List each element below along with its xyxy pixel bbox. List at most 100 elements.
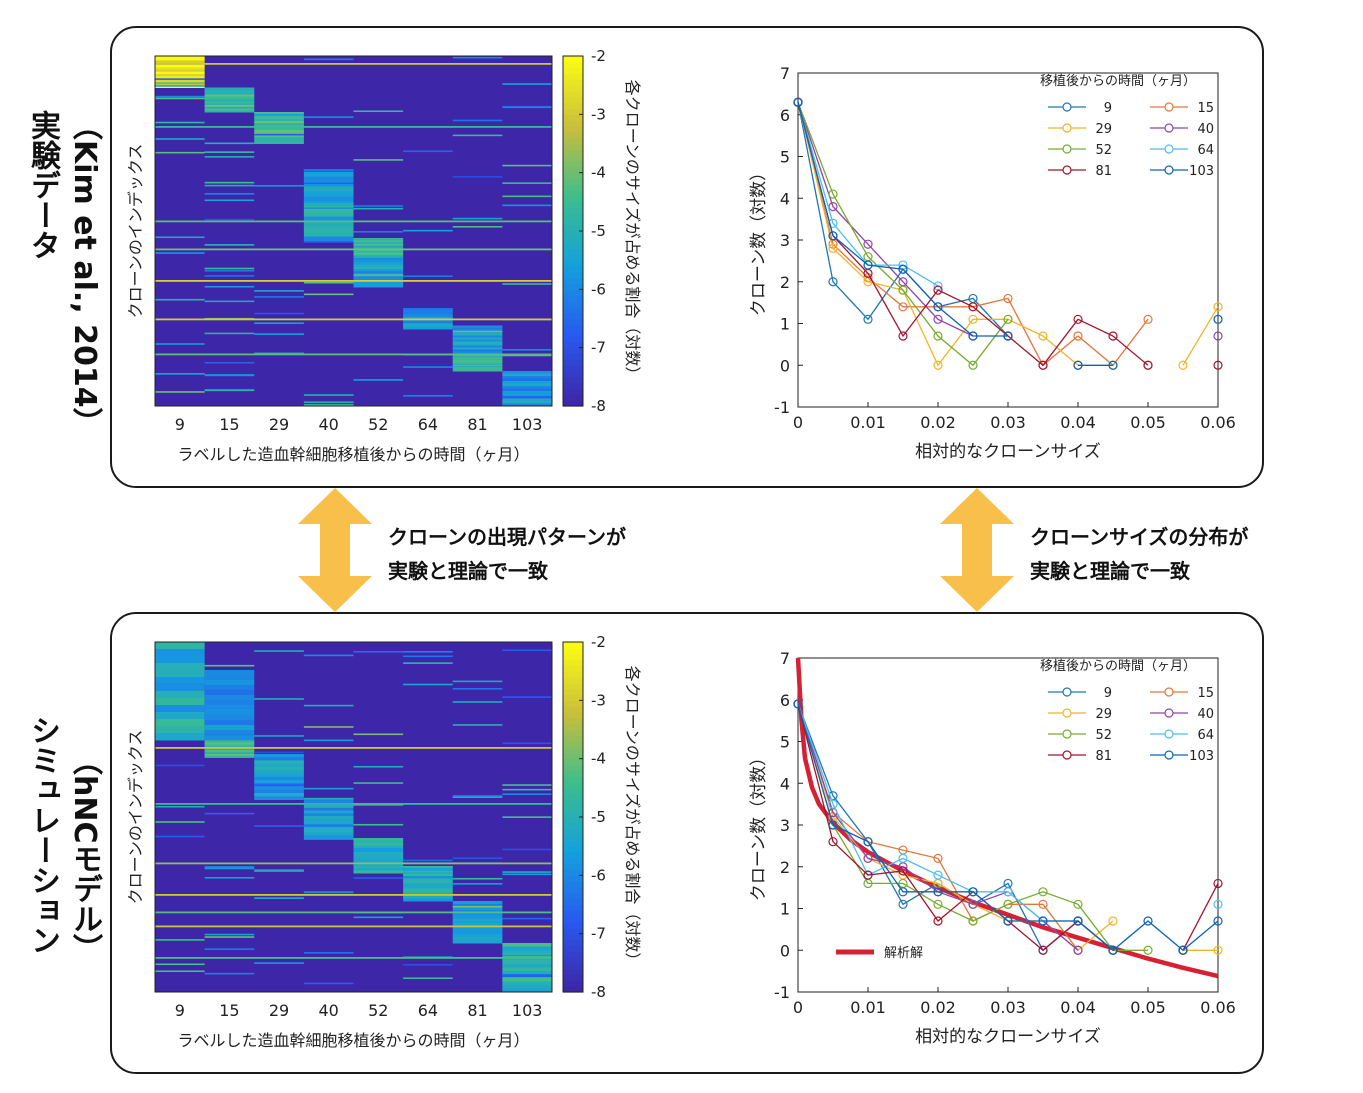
heatmap-cell [303,824,354,828]
heatmap-cell [403,312,453,315]
x-axis-label: 相対的なクローンサイズ [915,442,1101,462]
colorbar-segment [563,359,583,366]
colorbar-segment [563,869,583,876]
data-point [898,302,908,312]
heatmap-cell [204,710,255,716]
heatmap-cell [254,869,304,871]
bottom-panel-title: シミュレーション [20,715,64,1035]
heatmap-cell [403,896,453,899]
heatmap-cell [502,793,552,795]
colorbar-segment [563,752,583,760]
heatmap-cell [204,374,255,376]
heatmap-cell [502,283,552,285]
y-tick-label: 4 [780,774,790,793]
colorbar-segment [563,974,583,981]
x-tick-label: 0.02 [920,413,956,432]
heatmap-cell [204,156,255,158]
data-point [828,277,838,287]
heatmap-cell [403,309,453,312]
data-point [1003,887,1013,897]
analytic-legend-label: 解析解 [884,946,923,961]
heatmap-cell [403,317,453,319]
heatmap-cell [353,855,404,859]
heatmap-cell [353,260,404,263]
heatmap-cell [502,988,552,993]
legend-label: 9 [1104,101,1112,116]
colorbar-segment [563,945,583,952]
heatmap-cell [452,919,503,923]
heatmap-cell [155,373,205,375]
heatmap-cell [254,312,304,315]
heatmap-cell [353,650,404,653]
colorbar-segment [563,904,583,911]
heatmap-cell [452,327,503,330]
x-axis-label: 相対的なクローンサイズ [915,1027,1101,1047]
heatmap-cell [155,684,205,692]
data-point [1213,899,1223,909]
heatmap-cell [254,754,304,758]
heatmap-cell [502,182,552,184]
heatmap-cell [353,238,404,240]
heatmap-cell [403,886,453,889]
heatmap-cell [502,388,552,392]
heatmap-x-tick-label: 29 [269,415,289,434]
heatmap-cell [303,226,354,232]
heatmap-cell [452,341,503,344]
y-axis-label: クローン数（対数） [749,164,769,316]
heatmap-cell [155,78,205,80]
colorbar-segment [563,980,583,987]
series-103 [793,699,1223,955]
colorbar-segment [563,67,583,75]
data-point [1038,916,1048,926]
heatmap-cell [452,916,503,920]
data-point [1073,916,1083,926]
heatmap-cell [155,63,552,65]
x-tick-label: 0.05 [1130,413,1166,432]
data-point [1003,293,1013,304]
heatmap-cell [502,985,552,989]
y-axis-label: クローン数（対数） [749,749,769,901]
heatmap-bottom: 9 15 29 40 52 64 81 103 ラベルした造血幹細胞移植後からの時間（ヶ月） クロ… [126,633,642,1050]
series-103 [793,97,1223,370]
legend-marker [1062,687,1072,697]
data-point [1213,302,1223,312]
heatmap-cell [452,920,503,923]
heatmap-cell [204,752,255,755]
heatmap-cell [204,105,255,108]
heatmap-cell [204,705,255,711]
legend-title: 移植後からの時間（ヶ月） [1040,659,1196,674]
heatmap-x-tick-label: 15 [219,1001,239,1020]
colorbar-segment [563,817,583,824]
data-point [1073,331,1083,341]
colorbar-segment [563,910,583,917]
heatmap-cell [353,262,404,265]
heatmap-cell [502,378,552,382]
heatmap-frame [154,55,553,407]
heatmap-cell [452,366,503,368]
data-point [1108,360,1118,370]
heatmap-cell [353,245,404,248]
right-arrow-text-line1: クローンサイズの分布が [1030,525,1249,549]
heatmap-cell [452,931,503,935]
heatmap-cell [452,134,503,137]
heatmap-cell [452,905,503,908]
heatmap-cell [303,654,354,657]
heatmap-cell [303,182,354,185]
heatmap-cell [204,89,255,92]
heatmap-cell [502,950,552,954]
heatmap-cell [204,269,255,272]
heatmap-cell [403,327,453,330]
colorbar-segment [563,301,583,308]
heatmap-cell [254,770,304,774]
x-tick-label: 0.01 [850,413,886,432]
heatmap-cell [353,271,404,274]
heatmap-cell [254,136,304,140]
x-tick-label: 0.06 [1200,413,1236,432]
heatmap-cell [353,231,404,233]
heatmap-cell [502,696,552,698]
heatmap-cell [303,829,354,833]
heatmap-cell [502,873,552,876]
colorbar-segment [563,312,583,320]
legend-label: 40 [1197,122,1214,137]
heatmap-cell [452,343,503,346]
